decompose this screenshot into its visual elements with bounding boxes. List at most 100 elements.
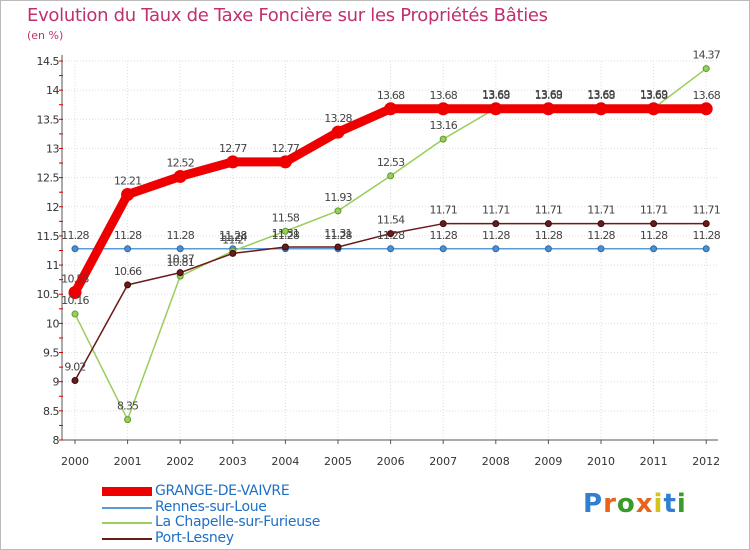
data-label-rennes-sur-loue: 11.28 bbox=[640, 229, 668, 242]
y-tick-label: 12.5 bbox=[37, 172, 60, 185]
x-tick-label: 2009 bbox=[534, 455, 562, 468]
point-rennes-sur-loue bbox=[544, 245, 552, 253]
point-port-lesney bbox=[334, 243, 342, 251]
data-label-port-lesney: 11.71 bbox=[640, 204, 668, 217]
legend-label: GRANGE-DE-VAIVRE bbox=[155, 483, 290, 499]
legend-label: La Chapelle-sur-Furieuse bbox=[155, 514, 321, 530]
data-label-rennes-sur-loue: 11.28 bbox=[482, 229, 510, 242]
y-tick-label: 10 bbox=[46, 317, 59, 330]
data-label-la-chapelle-sur-furieuse: 11.58 bbox=[272, 211, 300, 224]
legend-label: Rennes-sur-Loue bbox=[155, 498, 267, 515]
logo-letter: P bbox=[583, 489, 604, 519]
data-label-port-lesney: 11.71 bbox=[429, 204, 457, 217]
y-tick-label: 13.5 bbox=[37, 113, 60, 126]
point-rennes-sur-loue bbox=[492, 245, 500, 253]
data-label-port-lesney: 11.54 bbox=[377, 214, 405, 227]
point-rennes-sur-loue bbox=[702, 245, 710, 253]
data-label-grange-de-vaivre: 13.68 bbox=[377, 89, 405, 102]
y-tick-label: 8.5 bbox=[43, 405, 59, 418]
point-port-lesney bbox=[71, 377, 79, 385]
point-rennes-sur-loue bbox=[597, 245, 605, 253]
point-la-chapelle-sur-furieuse bbox=[702, 65, 710, 73]
data-label-la-chapelle-sur-furieuse: 11.93 bbox=[324, 191, 352, 204]
data-label-la-chapelle-sur-furieuse: 11.24 bbox=[219, 231, 247, 244]
y-tick-label: 12 bbox=[46, 201, 59, 214]
point-grange-de-vaivre bbox=[331, 125, 345, 139]
legend: GRANGE-DE-VAIVRE Rennes-sur-Loue La Chap… bbox=[102, 483, 362, 546]
point-rennes-sur-loue bbox=[387, 245, 395, 253]
logo-letter: r bbox=[603, 489, 617, 519]
legend-item-la-chapelle-sur-furieuse: La Chapelle-sur-Furieuse bbox=[102, 514, 362, 531]
point-grange-de-vaivre bbox=[384, 102, 398, 116]
data-label-port-lesney: 10.66 bbox=[114, 265, 142, 278]
x-tick-label: 2001 bbox=[114, 455, 142, 468]
legend-swatch bbox=[102, 537, 152, 540]
y-tick-label: 11.5 bbox=[37, 230, 60, 243]
data-label-la-chapelle-sur-furieuse: 13.69 bbox=[640, 88, 668, 101]
x-tick-label: 2002 bbox=[166, 455, 194, 468]
data-label-rennes-sur-loue: 11.28 bbox=[377, 229, 405, 242]
point-la-chapelle-sur-furieuse bbox=[334, 207, 342, 215]
point-la-chapelle-sur-furieuse bbox=[439, 135, 447, 143]
point-rennes-sur-loue bbox=[650, 245, 658, 253]
x-tick-label: 2011 bbox=[640, 455, 668, 468]
chart-title: Evolution du Taux de Taxe Foncière sur l… bbox=[27, 5, 548, 26]
y-tick-label: 8 bbox=[53, 434, 60, 447]
data-label-grange-de-vaivre: 12.52 bbox=[166, 156, 194, 169]
data-label-port-lesney: 11.71 bbox=[535, 204, 563, 217]
data-label-la-chapelle-sur-furieuse: 13.69 bbox=[535, 88, 563, 101]
point-grange-de-vaivre bbox=[699, 102, 713, 116]
x-tick-label: 2005 bbox=[324, 455, 352, 468]
data-label-grange-de-vaivre: 13.68 bbox=[640, 89, 668, 102]
data-label-port-lesney: 10.87 bbox=[166, 253, 194, 266]
data-label-grange-de-vaivre: 12.21 bbox=[114, 175, 142, 188]
data-label-la-chapelle-sur-furieuse: 13.69 bbox=[482, 88, 510, 101]
point-grange-de-vaivre bbox=[278, 155, 292, 169]
data-label-grange-de-vaivre: 13.68 bbox=[482, 89, 510, 102]
legend-swatch bbox=[102, 506, 152, 509]
data-labels: 11.28 11.28 11.28 11.28 11.28 11.28 11.28 11.28… bbox=[61, 49, 721, 413]
data-label-la-chapelle-sur-furieuse: 8.35 bbox=[117, 400, 139, 413]
legend-swatch bbox=[102, 487, 152, 496]
point-port-lesney bbox=[492, 220, 500, 228]
y-tick-label: 10.5 bbox=[37, 288, 60, 301]
data-label-rennes-sur-loue: 11.28 bbox=[535, 229, 563, 242]
point-la-chapelle-sur-furieuse bbox=[387, 172, 395, 180]
y-tick-label: 9.5 bbox=[43, 347, 59, 360]
data-label-port-lesney: 11.71 bbox=[587, 204, 615, 217]
point-port-lesney bbox=[387, 230, 395, 238]
point-grange-de-vaivre bbox=[173, 169, 187, 183]
logo-letter: x bbox=[635, 489, 654, 519]
data-label-la-chapelle-sur-furieuse: 14.37 bbox=[692, 49, 720, 62]
x-tick-label: 2000 bbox=[61, 455, 89, 468]
data-label-rennes-sur-loue: 11.28 bbox=[272, 229, 300, 242]
axes: 8 8.5 9 9.5 10 10.5 11 11.5 12 12.5 13 13.5 14 14.5 20… bbox=[37, 55, 720, 468]
data-label-port-lesney: 11.31 bbox=[272, 227, 300, 240]
legend-item-grange-de-vaivre: GRANGE-DE-VAIVRE bbox=[102, 483, 362, 500]
point-port-lesney bbox=[650, 220, 658, 228]
data-label-grange-de-vaivre: 13.68 bbox=[692, 89, 720, 102]
x-tick-label: 2003 bbox=[219, 455, 247, 468]
y-tick-label: 9 bbox=[53, 376, 60, 389]
data-label-port-lesney: 9.02 bbox=[64, 361, 85, 374]
data-label-la-chapelle-sur-furieuse: 12.53 bbox=[377, 156, 405, 169]
logo-letter: i bbox=[676, 489, 687, 519]
data-label-grange-de-vaivre: 13.28 bbox=[324, 112, 352, 125]
x-tick-label: 2007 bbox=[429, 455, 457, 468]
data-label-grange-de-vaivre: 12.77 bbox=[219, 142, 247, 155]
data-label-rennes-sur-loue: 11.28 bbox=[114, 229, 142, 242]
logo-letter: o bbox=[616, 489, 636, 519]
point-grange-de-vaivre bbox=[647, 102, 661, 116]
logo-letter: t bbox=[663, 489, 677, 519]
point-la-chapelle-sur-furieuse bbox=[124, 416, 132, 424]
x-tick-label: 2010 bbox=[587, 455, 615, 468]
data-label-port-lesney: 11.31 bbox=[324, 227, 352, 240]
data-label-rennes-sur-loue: 11.28 bbox=[166, 229, 194, 242]
data-label-la-chapelle-sur-furieuse: 13.69 bbox=[587, 88, 615, 101]
data-label-grange-de-vaivre: 10.53 bbox=[61, 272, 89, 285]
point-port-lesney bbox=[281, 243, 289, 251]
data-label-rennes-sur-loue: 11.28 bbox=[429, 229, 457, 242]
y-tick-label: 11 bbox=[46, 259, 59, 272]
series-lines bbox=[68, 65, 713, 424]
